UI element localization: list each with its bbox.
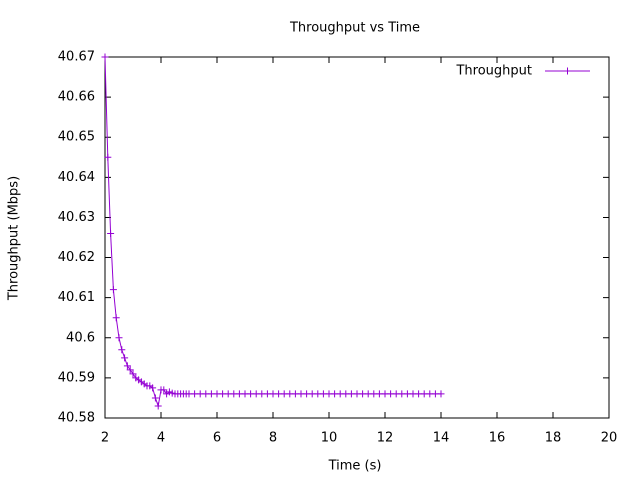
point-marker [129,370,137,378]
x-axis-label: Time (s) [328,459,382,474]
point-marker [126,366,134,374]
y-tick-label: 40.63 [58,210,95,225]
point-marker [149,384,157,392]
point-marker [123,362,131,370]
y-tick-label: 40.58 [58,411,95,426]
point-marker [109,286,117,294]
point-marker [104,153,112,161]
y-tick-label: 40.65 [58,130,95,145]
point-marker [115,334,123,342]
point-marker [437,390,445,398]
x-tick-label: 2 [101,431,109,446]
x-tick-label: 12 [377,431,394,446]
chart-title: Throughput vs Time [289,21,420,36]
x-tick-label: 4 [157,431,165,446]
x-tick-label: 18 [545,431,562,446]
point-marker [160,386,168,394]
point-marker [107,229,115,237]
point-marker [112,314,120,322]
y-tick-label: 40.66 [58,90,95,105]
y-axis-label: Throughput (Mbps) [7,176,22,301]
x-tick-label: 8 [269,431,277,446]
point-marker [151,394,159,402]
x-tick-label: 6 [213,431,221,446]
y-tick-label: 40.61 [58,290,95,305]
legend-label: Throughput [455,64,532,79]
point-marker [154,402,162,410]
x-tick-label: 16 [489,431,506,446]
x-tick-label: 10 [321,431,338,446]
x-tick-label: 20 [601,431,618,446]
y-tick-label: 40.59 [58,370,95,385]
plot-border [104,56,610,419]
point-marker [118,346,126,354]
y-tick-label: 40.67 [58,50,95,65]
y-tick-label: 40.64 [58,170,95,185]
point-marker [121,354,129,362]
legend-marker [564,67,571,75]
x-tick-label: 14 [433,431,450,446]
y-tick-label: 40.62 [58,250,95,265]
point-marker [101,53,109,61]
y-tick-label: 40.6 [66,330,95,345]
